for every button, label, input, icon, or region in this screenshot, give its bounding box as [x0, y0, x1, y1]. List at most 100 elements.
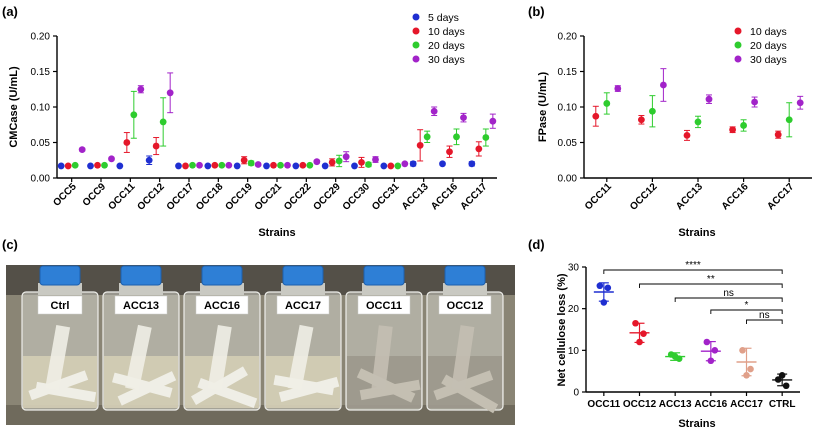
legend-b-20-days: 20 days — [750, 40, 787, 52]
chart-a-30-days-occ19-point — [254, 161, 262, 168]
panel-label-a: (a) — [2, 4, 18, 19]
bottle-neck — [281, 283, 325, 295]
cellulose-strip — [117, 371, 177, 406]
chart-a-10-days-occ17-point — [182, 162, 189, 170]
chart-a-10-days-occ12-point — [152, 142, 160, 150]
chart-b-xtick-label-occ11: OCC11 — [583, 181, 614, 212]
chart-a-20-days-occ29-point — [335, 157, 343, 165]
chart-a-20-days-occ5-point — [71, 161, 79, 169]
chart-d-xtick-label-acc16: ACC16 — [694, 399, 727, 410]
legend-a-30-days: 30 days — [428, 54, 465, 66]
chart-d-point-occ11 — [604, 284, 612, 292]
bottle-neck — [38, 283, 82, 295]
chart-b-xtick-label-occ12: OCC12 — [628, 181, 660, 213]
chart-b-30-days-acc13-point — [705, 95, 713, 103]
bottle-acc16: ACC16 — [183, 265, 261, 411]
chart-a-legend: 5 days 10 days 20 days 30 days — [412, 12, 465, 66]
legend-b-marker-10d — [734, 27, 742, 35]
chart-a-20-days-occ9-point — [101, 161, 108, 169]
chart-a-20-days-occ11-point — [130, 111, 138, 119]
chart-a-10-days-acc17-point — [475, 145, 483, 153]
bottle-occ11: OCC11 — [345, 265, 423, 411]
chart-d-sig-bracket — [603, 269, 783, 274]
chart-a-5-days-occ12-point — [145, 156, 153, 164]
chart-d-xtick-label-ctrl: CTRL — [769, 399, 796, 410]
chart-b-xlabel: Strains — [678, 227, 715, 239]
chart-b-20-days-occ11-point — [603, 100, 611, 107]
chart-a-xtick-label-occ21: OCC21 — [253, 181, 285, 213]
chart-d-point-occ11 — [596, 282, 604, 290]
chart-b-20-days-acc17-point — [785, 116, 793, 124]
chart-a-xtick-label-acc16: ACC16 — [429, 181, 460, 212]
bottle-neck — [200, 283, 244, 295]
chart-d-ytick-label: 20 — [568, 304, 580, 315]
chart-d-xlabel: Strains — [678, 418, 715, 430]
chart-a-30-days-occ30-point — [372, 156, 379, 163]
cellulose-strip — [207, 325, 232, 391]
chart-a-10-days-occ31-point — [387, 162, 395, 170]
bottle-acc13: ACC13 — [102, 265, 180, 411]
bottle-label-tag — [195, 295, 249, 315]
chart-a-ytick-label: 0.15 — [31, 67, 51, 78]
bottle-cap — [120, 265, 162, 286]
chart-a-20-days-occ19-point — [247, 159, 255, 167]
chart-d-point-occ12 — [636, 338, 643, 346]
chart-a-30-days-occ5-point — [78, 146, 86, 154]
legend-a-5-days: 5 days — [428, 12, 459, 24]
chart-d-point-acc16 — [707, 357, 715, 365]
chart-a-ylabel: CMCase (U/mL) — [8, 66, 20, 148]
chart-d-sig-bracket — [639, 283, 783, 288]
chart-a-10-days-occ22-point — [299, 161, 307, 169]
chart-a-xtick-label-occ18: OCC18 — [194, 181, 226, 213]
legend-b-30-days: 30 days — [750, 54, 787, 66]
chart-d-point-ctrl — [778, 372, 786, 379]
chart-a-ytick-label: 0.05 — [31, 138, 51, 149]
chart-b-ylabel: FPase (U/mL) — [537, 72, 549, 143]
chart-a-30-days-occ21-point — [284, 161, 291, 169]
chart-a-30-days-occ11-point — [137, 85, 145, 93]
bottle-neck — [362, 283, 406, 295]
chart-d-point-acc17 — [739, 347, 746, 354]
chart-a-xtick-label-acc13: ACC13 — [400, 181, 431, 212]
chart-b-20-days-acc13-point — [694, 118, 702, 126]
chart-a-20-days-acc13-point — [423, 133, 431, 141]
chart-a-10-days-acc16-point — [446, 148, 453, 156]
bottle-label-tag — [438, 295, 492, 315]
chart-a-xlabel: Strains — [258, 227, 295, 239]
chart-b-xtick-label-acc17: ACC17 — [765, 181, 796, 212]
panel-label-b: (b) — [528, 4, 545, 19]
bottle-cap — [282, 265, 324, 286]
chart-a-30-days-occ29-point — [342, 153, 350, 161]
chart-a-30-days-occ17-point — [196, 161, 203, 169]
chart-b-20-days-acc16-point — [740, 122, 747, 129]
chart-b-xtick-label-acc13: ACC13 — [674, 181, 705, 212]
chart-d-ytick-label: 10 — [568, 346, 580, 357]
chart-b-30-days-acc16-point — [751, 98, 758, 106]
bottle-cap — [201, 265, 243, 286]
legend-a-20-days: 20 days — [428, 40, 465, 52]
chart-d-sig-label: * — [745, 300, 749, 311]
chart-a-30-days-occ12-point — [166, 89, 174, 97]
chart-a-ytick-label: 0.10 — [31, 103, 51, 114]
chart-d-sig-bracket — [674, 297, 783, 302]
chart-b-10-days-acc16-point — [729, 126, 736, 134]
chart-b-xtick-label-acc16: ACC16 — [720, 181, 751, 212]
bottle-acc17: ACC17 — [264, 265, 342, 411]
chart-d-point-ctrl — [774, 376, 782, 383]
chart-a-5-days-occ31-point — [380, 162, 388, 170]
bottle-cap — [444, 265, 486, 286]
chart-a-20-days-occ22-point — [306, 161, 314, 169]
bottle-neck — [119, 283, 163, 295]
chart-a-5-days-acc16-point — [439, 160, 446, 168]
chart-a-xtick-label-occ31: OCC31 — [370, 181, 402, 213]
chart-d-point-acc17 — [743, 372, 750, 379]
chart-a-10-days-occ18-point — [211, 161, 219, 169]
chart-a-5-days-occ18-point — [204, 162, 212, 170]
chart-a-20-days-occ17-point — [189, 161, 196, 169]
chart-a-30-days-occ31-point — [401, 160, 409, 168]
photo-top-shadow — [6, 265, 515, 295]
chart-a-5-days-occ9-point — [87, 162, 94, 170]
chart-a-30-days-occ22-point — [313, 158, 321, 166]
bottle-label-text: OCC11 — [366, 300, 402, 312]
